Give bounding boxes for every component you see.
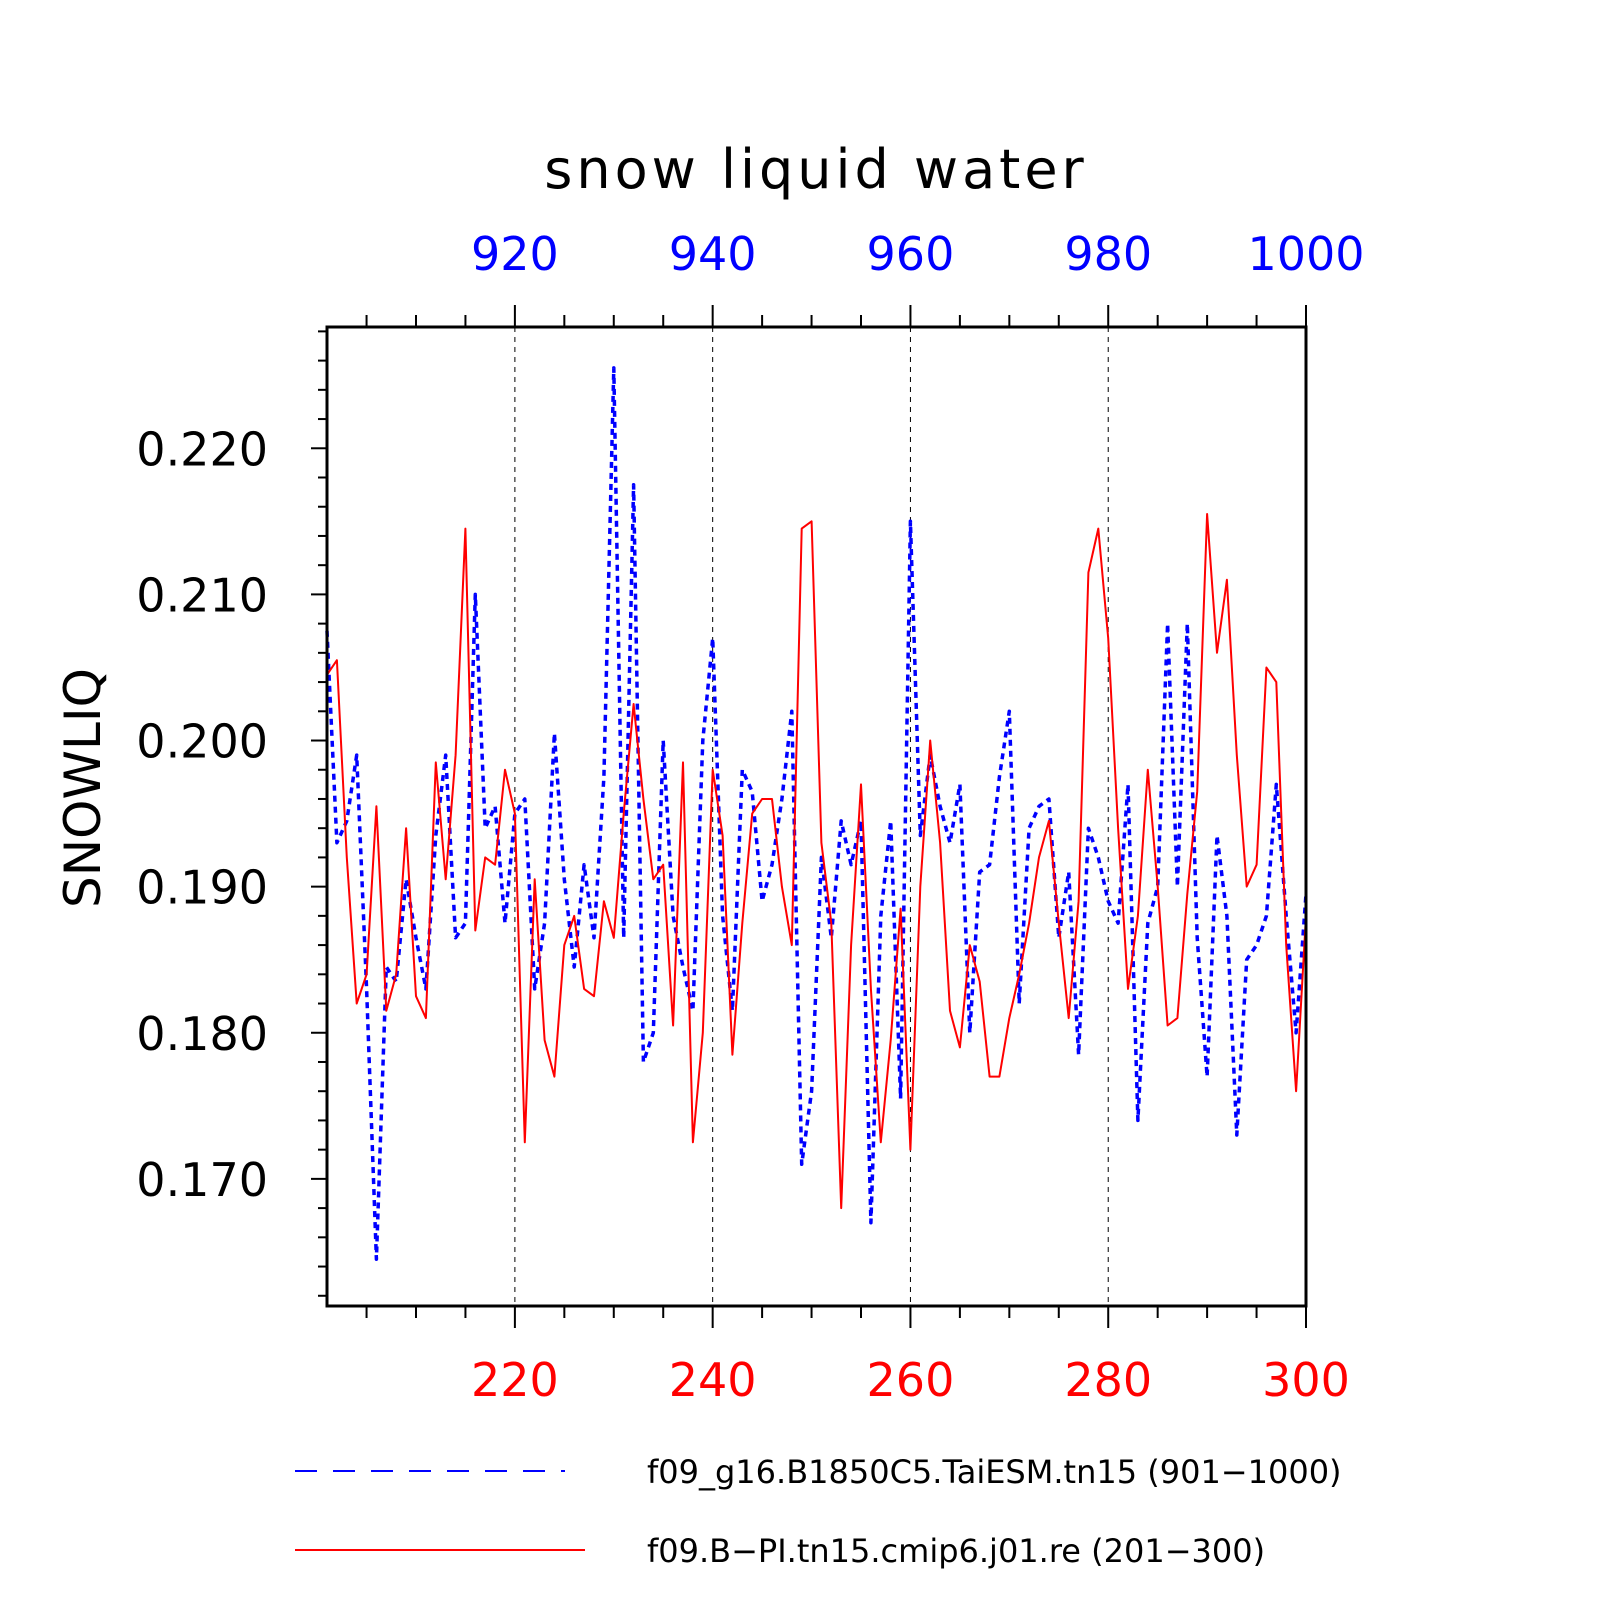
x-bottom-tick-label: 240 <box>669 1353 757 1407</box>
series-line-1 <box>325 366 1308 1261</box>
y-tick-label: 0.220 <box>136 422 268 476</box>
x-bottom-tick-label: 280 <box>1064 1353 1152 1407</box>
legend: f09_g16.B1850C5.TaiESM.tn15 (901−1000) f0… <box>295 1453 1342 1570</box>
x-bottom-tick-label: 260 <box>867 1353 955 1407</box>
axes: 0.170 0.180 0.190 0.200 0.210 0.220 220 240 260 2… <box>136 227 1364 1407</box>
x-top-tick-label: 980 <box>1064 227 1152 281</box>
y-tick-label: 0.180 <box>136 1007 268 1061</box>
series-lines <box>325 366 1308 1261</box>
x-bottom-tick-label: 220 <box>471 1353 559 1407</box>
x-top-tick-label: 1000 <box>1247 227 1364 281</box>
chart-title: snow liquid water <box>544 138 1088 201</box>
y-tick-label: 0.200 <box>136 715 268 769</box>
x-top-tick-label: 920 <box>471 227 559 281</box>
grid-lines <box>514 327 1109 1306</box>
x-top-tick-label: 960 <box>867 227 955 281</box>
legend-label-2: f09.B−PI.tn15.cmip6.j01.re (201−300) <box>647 1532 1265 1570</box>
legend-label-1: f09_g16.B1850C5.TaiESM.tn15 (901−1000) <box>647 1453 1342 1491</box>
y-tick-label: 0.190 <box>136 861 268 915</box>
x-top-tick-label: 940 <box>669 227 757 281</box>
y-tick-label: 0.170 <box>136 1153 268 1207</box>
y-tick-label: 0.210 <box>136 568 268 622</box>
x-bottom-tick-label: 300 <box>1262 1353 1350 1407</box>
plot-frame <box>325 325 1308 1308</box>
series-line-2 <box>326 513 1307 1210</box>
y-axis-label: SNOWLIQ <box>54 668 112 908</box>
